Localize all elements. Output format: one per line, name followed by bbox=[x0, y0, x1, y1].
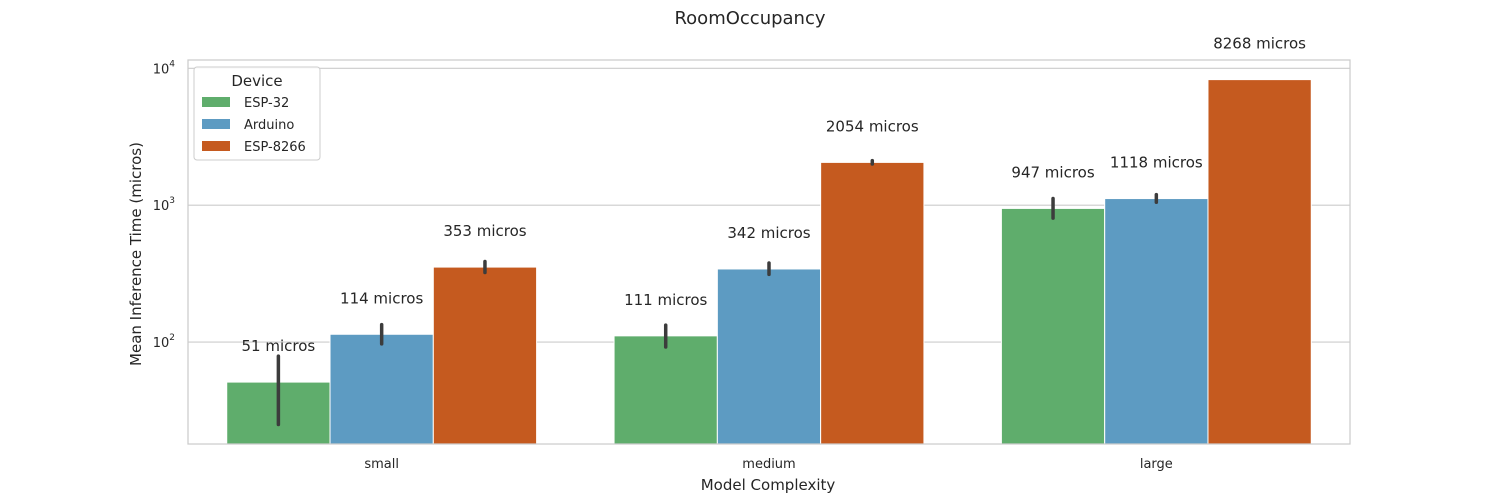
legend-label: Arduino bbox=[244, 118, 294, 133]
bar-esp-8266 bbox=[432, 266, 538, 445]
x-tick-label: small bbox=[364, 457, 399, 472]
y-tick-base: 10 bbox=[153, 62, 170, 77]
bars bbox=[226, 79, 1312, 445]
legend-label: ESP-32 bbox=[244, 96, 289, 111]
x-tick-labels: small medium large bbox=[364, 457, 1172, 472]
y-tick-label: 103 bbox=[153, 196, 175, 214]
y-axis-label: Mean Inference Time (micros) bbox=[127, 142, 145, 366]
data-label: 2054 micros bbox=[826, 117, 919, 135]
data-label: 1118 micros bbox=[1110, 154, 1203, 172]
y-tick-label: 104 bbox=[153, 59, 176, 77]
data-label: 111 micros bbox=[624, 291, 707, 309]
data-label: 8268 micros bbox=[1213, 35, 1306, 53]
legend-swatch bbox=[202, 97, 230, 107]
legend: Device ESP-32 Arduino ESP-8266 bbox=[193, 66, 321, 161]
y-tick-exponent: 4 bbox=[169, 59, 175, 69]
bar-arduino bbox=[329, 333, 434, 445]
data-label: 947 micros bbox=[1011, 163, 1094, 181]
x-axis-label: Model Complexity bbox=[701, 476, 836, 494]
legend-items: ESP-32 Arduino ESP-8266 bbox=[202, 96, 306, 155]
legend-swatch bbox=[202, 119, 230, 129]
bar-arduino bbox=[716, 268, 822, 445]
y-tick-exponent: 3 bbox=[169, 196, 175, 206]
data-label: 353 micros bbox=[443, 222, 526, 240]
data-label: 342 micros bbox=[727, 224, 810, 242]
y-tick-base: 10 bbox=[153, 199, 170, 214]
bar-esp-32 bbox=[1000, 207, 1106, 445]
bar-esp-8266 bbox=[820, 161, 925, 445]
y-tick-base: 10 bbox=[153, 336, 170, 351]
data-labels: 51 micros 114 micros 353 micros 111 micros 3… bbox=[242, 35, 1307, 355]
legend-title: Device bbox=[231, 72, 282, 90]
legend-swatch bbox=[202, 141, 230, 151]
bar-arduino bbox=[1104, 198, 1209, 445]
y-tick-label: 102 bbox=[153, 333, 175, 351]
error-bars bbox=[276, 158, 1159, 427]
x-tick-label: large bbox=[1140, 457, 1173, 472]
legend-label: ESP-8266 bbox=[244, 140, 306, 155]
plot-frame bbox=[187, 59, 1351, 445]
bar-esp-8266 bbox=[1207, 79, 1312, 445]
data-label: 51 micros bbox=[242, 337, 316, 355]
data-label: 114 micros bbox=[340, 289, 423, 307]
legend-box bbox=[193, 66, 321, 161]
x-tick-label: medium bbox=[742, 457, 795, 472]
y-tick-exponent: 2 bbox=[169, 333, 175, 343]
chart-title: RoomOccupancy bbox=[674, 8, 825, 29]
bar-esp-32 bbox=[613, 335, 718, 445]
